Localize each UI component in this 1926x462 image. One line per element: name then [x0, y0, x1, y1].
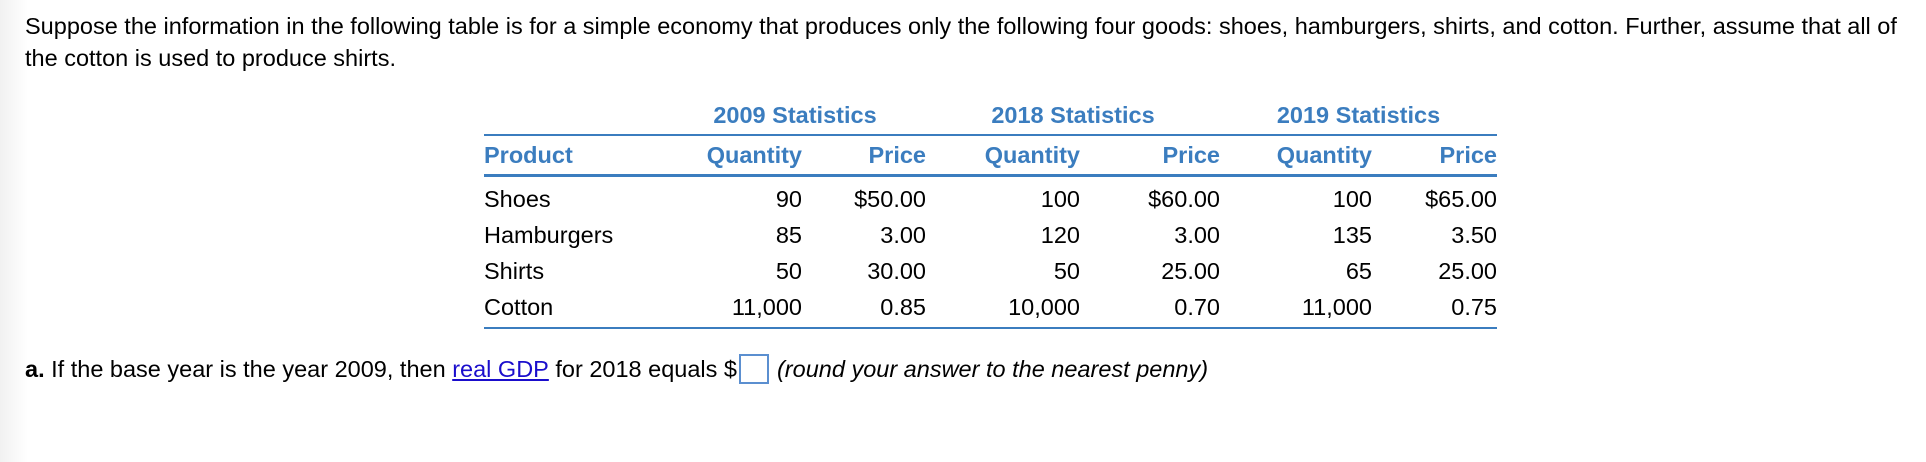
quantity-2009: 85	[775, 221, 802, 248]
column-header-quantity: Quantity	[926, 135, 1080, 177]
quantity-2019: 65	[1345, 257, 1372, 284]
column-header-quantity: Quantity	[664, 135, 802, 177]
year-header-row: 2009 Statistics 2018 Statistics 2019 Sta…	[484, 96, 1497, 136]
question-text-after: for 2018 equals $	[548, 356, 737, 382]
question-a: a. If the base year is the year 2009, th…	[25, 353, 1208, 385]
price-2009: 0.85	[802, 289, 926, 329]
statistics-table: 2009 Statistics 2018 Statistics 2019 Sta…	[484, 96, 1497, 329]
price-2018: 3.00	[1174, 221, 1220, 248]
column-header-quantity: Quantity	[1220, 135, 1372, 177]
quantity-2019: 135	[1332, 221, 1372, 248]
quantity-2019: 11,000	[1220, 289, 1372, 329]
quantity-2019: 100	[1332, 185, 1372, 212]
product-name: Shirts	[484, 257, 545, 284]
quantity-2018: 100	[1040, 185, 1080, 212]
price-2018: 25.00	[1161, 257, 1220, 284]
table-row: Hamburgers 85 3.00 120 3.00 135 3.50	[484, 217, 1497, 253]
column-header-product: Product	[484, 135, 664, 177]
real-gdp-link[interactable]: real GDP	[452, 356, 549, 382]
price-2019: 25.00	[1438, 257, 1497, 284]
year-header-2018: 2018 Statistics	[926, 96, 1220, 136]
year-header-2019: 2019 Statistics	[1220, 96, 1497, 136]
quantity-2009: 90	[775, 185, 802, 212]
quantity-2009: 50	[775, 257, 802, 284]
quantity-2018: 50	[1053, 257, 1080, 284]
year-header-2009: 2009 Statistics	[664, 96, 926, 136]
price-2018: 0.70	[1080, 289, 1220, 329]
price-2009: 30.00	[867, 257, 926, 284]
rounding-hint: (round your answer to the nearest penny)	[776, 356, 1209, 382]
question-label: a.	[25, 356, 45, 382]
question-text-before: If the base year is the year 2009, then	[44, 356, 453, 382]
quantity-2018: 120	[1040, 221, 1080, 248]
table-row: Shirts 50 30.00 50 25.00 65 25.00	[484, 253, 1497, 289]
table-row: Cotton 11,000 0.85 10,000 0.70 11,000 0.…	[484, 289, 1497, 329]
column-header-price: Price	[1372, 135, 1497, 177]
answer-input[interactable]	[738, 354, 769, 384]
problem-intro: Suppose the information in the following…	[25, 13, 1897, 71]
table-row: Shoes 90 $50.00 100 $60.00 100 $65.00	[484, 176, 1497, 218]
quantity-2018: 10,000	[926, 289, 1080, 329]
year-header-blank	[484, 96, 664, 136]
product-name: Hamburgers	[484, 221, 614, 248]
price-2019: $65.00	[1425, 185, 1497, 212]
price-2019: 0.75	[1372, 289, 1497, 329]
quantity-2009: 11,000	[664, 289, 802, 329]
column-header-row: Product Quantity Price Quantity Price Qu…	[484, 135, 1497, 177]
product-name: Cotton	[484, 289, 664, 329]
column-header-price: Price	[1080, 135, 1220, 177]
price-2009: $50.00	[854, 185, 926, 212]
price-2019: 3.50	[1451, 221, 1497, 248]
price-2018: $60.00	[1148, 185, 1220, 212]
price-2009: 3.00	[880, 221, 926, 248]
column-header-price: Price	[802, 135, 926, 177]
product-name: Shoes	[484, 185, 551, 212]
